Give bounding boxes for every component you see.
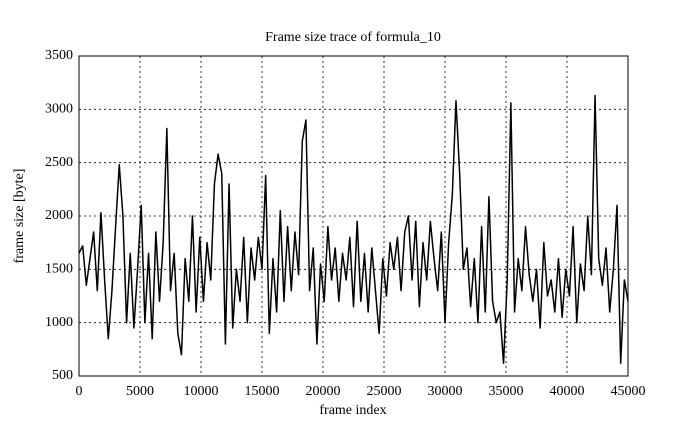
x-tick-label: 35000 xyxy=(489,384,524,399)
y-tick-label: 2000 xyxy=(45,208,73,223)
x-tick-label: 45000 xyxy=(611,384,646,399)
x-axis-label: frame index xyxy=(319,403,386,418)
y-axis-label: frame size [byte] xyxy=(12,169,27,264)
x-tick-label: 10000 xyxy=(184,384,219,399)
x-tick-label: 15000 xyxy=(245,384,280,399)
x-tick-label: 5000 xyxy=(126,384,154,399)
y-tick-label: 3000 xyxy=(45,102,73,117)
y-tick-label: 2500 xyxy=(45,155,73,170)
y-tick-label: 3500 xyxy=(45,48,73,63)
x-tick-label: 40000 xyxy=(550,384,585,399)
x-tick-label: 25000 xyxy=(367,384,402,399)
x-tick-label: 30000 xyxy=(428,384,463,399)
chart-title: Frame size trace of formula_10 xyxy=(265,30,441,45)
x-tick-label: 0 xyxy=(76,384,83,399)
data-line xyxy=(78,94,629,364)
y-tick-label: 500 xyxy=(52,368,73,383)
y-tick-label: 1000 xyxy=(45,315,73,330)
plot-frame xyxy=(78,55,629,377)
x-tick-label: 20000 xyxy=(306,384,341,399)
y-tick-label: 1500 xyxy=(45,262,73,277)
